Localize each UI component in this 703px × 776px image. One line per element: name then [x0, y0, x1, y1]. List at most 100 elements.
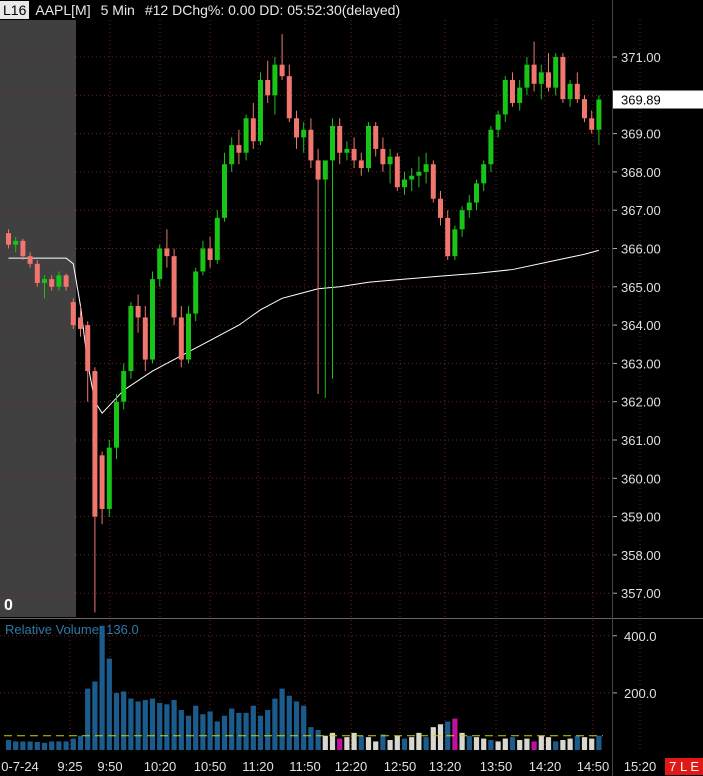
- candle-up: [121, 371, 127, 402]
- volume-bar: [531, 741, 537, 750]
- volume-bar: [502, 738, 508, 750]
- volume-bar: [589, 738, 595, 750]
- volume-bar: [128, 698, 134, 750]
- candle-down: [531, 64, 537, 84]
- candle-down: [85, 325, 91, 372]
- volume-bar: [92, 681, 98, 750]
- volume-bar: [265, 710, 271, 750]
- time-tick-label: 9:25: [57, 759, 82, 774]
- candle-down: [315, 160, 321, 180]
- candle-up: [330, 125, 335, 161]
- candle-up: [42, 279, 47, 283]
- candle-up: [538, 72, 544, 84]
- time-axis: 0-7-24 9:25 9:50 10:20 10:50 11:20 11:50 12:20 1…: [1, 759, 656, 774]
- candle-up: [157, 248, 163, 280]
- candle-up: [466, 202, 472, 211]
- time-tick-label: 0-7-24: [1, 759, 39, 774]
- volume-bar: [229, 708, 235, 750]
- volume-bar: [185, 715, 192, 750]
- volume-bars: [4, 625, 603, 750]
- volume-bar: [344, 737, 350, 750]
- volume-bar: [545, 737, 552, 750]
- candle-down: [351, 148, 357, 161]
- candle-up: [301, 129, 307, 138]
- volume-bar: [286, 695, 292, 750]
- candle-up: [517, 87, 523, 103]
- volume-bar: [13, 741, 19, 750]
- volume-bar: [416, 732, 422, 750]
- candle-up: [272, 64, 278, 96]
- volume-bar: [394, 735, 400, 750]
- volume-bar: [567, 738, 573, 750]
- price-tick-label: 363.00: [621, 356, 661, 371]
- volume-bar: [553, 741, 559, 750]
- time-tick-label: 13:20: [429, 759, 462, 774]
- grid-lines: [0, 20, 641, 750]
- volume-bar: [301, 705, 307, 750]
- link-badge[interactable]: L16: [0, 1, 30, 19]
- candle-down: [142, 317, 148, 360]
- volume-bar: [308, 727, 314, 750]
- candle-down: [337, 125, 343, 153]
- candle-up: [193, 271, 199, 314]
- volume-bar: [581, 737, 588, 750]
- price-tick-label: 364.00: [621, 318, 661, 333]
- candle-down: [250, 118, 256, 142]
- volume-bar: [157, 702, 163, 750]
- candle-down: [438, 198, 443, 218]
- candle-down: [430, 164, 436, 199]
- volume-bar: [473, 737, 480, 750]
- candle-up: [495, 114, 501, 130]
- volume-bar: [293, 701, 300, 750]
- volume-bar: [85, 688, 91, 750]
- volume-bar: [351, 732, 357, 750]
- volume-bar: [380, 734, 386, 750]
- candle-up: [596, 99, 602, 130]
- volume-bar: [337, 738, 343, 750]
- candle-down: [358, 160, 364, 169]
- candle-up: [128, 305, 134, 372]
- price-tick-label: 366.00: [621, 242, 661, 257]
- candle-up: [366, 125, 371, 169]
- candle-up: [474, 183, 479, 203]
- candle-up: [56, 275, 62, 287]
- volume-bar: [106, 658, 112, 750]
- volume-bar: [452, 718, 458, 750]
- candle-up: [200, 248, 206, 272]
- price-tick-label: 368.00: [621, 165, 661, 180]
- last-price-box: [613, 90, 703, 109]
- volume-bar: [200, 714, 206, 750]
- candle-up: [452, 229, 458, 257]
- price-tick-label: 369.00: [621, 127, 661, 142]
- candle-up: [502, 79, 508, 115]
- candle-up: [409, 175, 415, 180]
- timeframe-label[interactable]: 5 Min: [100, 2, 135, 18]
- candle-down: [70, 302, 76, 326]
- candle-down: [560, 57, 566, 100]
- volume-bar: [538, 735, 544, 750]
- candle-down: [178, 317, 184, 360]
- volume-bar: [459, 732, 465, 750]
- volume-bar: [257, 715, 264, 750]
- volume-bar: [509, 737, 516, 750]
- candle-up: [150, 279, 155, 360]
- candle-up: [459, 210, 465, 230]
- time-tick-label: 12:20: [335, 759, 368, 774]
- symbol-label[interactable]: AAPL[M]: [35, 2, 91, 18]
- volume-bar: [329, 732, 336, 750]
- corner-tag[interactable]: 7 L E: [665, 758, 703, 775]
- volume-bar: [34, 742, 40, 750]
- volume-bar: [401, 738, 408, 750]
- candle-down: [63, 275, 69, 287]
- candle-up: [344, 148, 350, 153]
- candle-down: [171, 256, 177, 318]
- volume-bar: [193, 705, 199, 750]
- volume-tick-label: 400.0: [624, 629, 657, 644]
- volume-bar: [20, 741, 26, 750]
- candle-down: [20, 240, 26, 257]
- volume-bar: [243, 712, 249, 750]
- volume-bar: [365, 737, 372, 750]
- candle-down: [445, 217, 451, 257]
- candle-down: [135, 305, 141, 318]
